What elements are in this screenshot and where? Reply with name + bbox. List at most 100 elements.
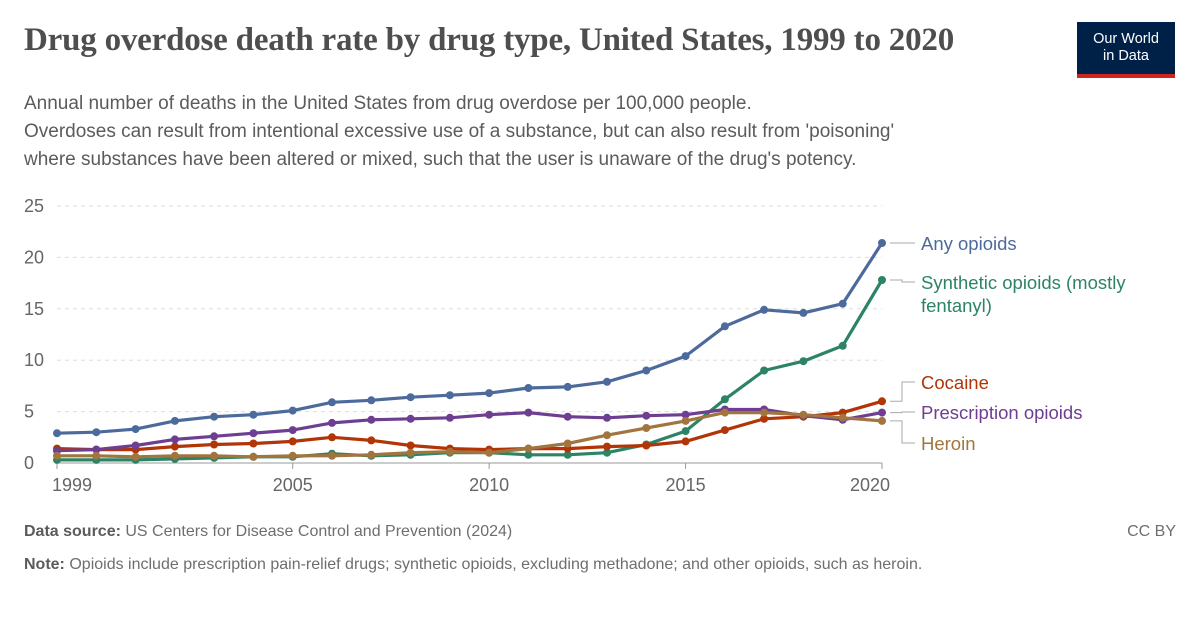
series-0-point-12[interactable] — [524, 384, 533, 392]
series-2-point-14[interactable] — [603, 442, 611, 451]
series-1-point-18[interactable] — [760, 366, 769, 375]
series-1-point-19[interactable] — [799, 357, 808, 366]
y-tick-label-2: 10 — [24, 350, 44, 370]
series-3-point-16[interactable] — [681, 410, 690, 419]
series-0-point-15[interactable] — [642, 366, 651, 375]
series-2-point-16[interactable] — [681, 437, 690, 446]
series-0-point-14[interactable] — [603, 377, 611, 386]
series-1-point-12[interactable] — [524, 450, 533, 459]
series-4-point-21[interactable] — [878, 416, 886, 425]
series-3-point-11[interactable] — [485, 410, 494, 419]
series-4-point-8[interactable] — [367, 450, 376, 459]
series-1-point-17[interactable] — [720, 395, 729, 404]
series-3-point-12[interactable] — [524, 408, 533, 417]
series-0-point-6[interactable] — [288, 406, 297, 415]
series-3-point-13[interactable] — [563, 412, 572, 421]
series-4-point-13[interactable] — [563, 439, 572, 448]
series-1-point-13[interactable] — [563, 450, 572, 459]
series-3-point-7[interactable] — [328, 418, 336, 427]
series-4-point-6[interactable] — [288, 451, 297, 460]
series-4-point-5[interactable] — [249, 452, 258, 461]
series-4-point-19[interactable] — [799, 410, 808, 419]
series-2-point-21[interactable] — [878, 397, 886, 406]
series-3-point-2[interactable] — [131, 441, 140, 450]
series-2-point-9[interactable] — [406, 441, 415, 450]
series-0-point-0[interactable] — [53, 429, 61, 438]
series-2-point-7[interactable] — [328, 433, 336, 442]
series-2-point-15[interactable] — [642, 441, 651, 450]
series-line-4[interactable] — [55, 411, 884, 459]
series-1-point-16[interactable] — [681, 427, 690, 436]
series-2-point-5[interactable] — [249, 439, 258, 448]
series-label-2-line-0[interactable]: Cocaine — [921, 372, 989, 393]
series-2-point-6[interactable] — [288, 437, 297, 446]
series-3-point-9[interactable] — [406, 414, 415, 423]
series-2-point-4[interactable] — [210, 440, 219, 449]
series-3-point-14[interactable] — [603, 413, 611, 422]
series-line-0[interactable] — [55, 241, 884, 435]
series-2-point-3[interactable] — [170, 442, 179, 451]
series-0-point-13[interactable] — [563, 382, 572, 391]
series-0-point-7[interactable] — [328, 398, 336, 407]
series-0-point-16[interactable] — [681, 352, 690, 361]
series-4-point-17[interactable] — [720, 408, 729, 417]
series-0-point-10[interactable] — [445, 391, 454, 400]
series-4-point-15[interactable] — [642, 424, 651, 432]
series-3-point-5[interactable] — [249, 429, 258, 438]
series-4-point-20[interactable] — [838, 413, 847, 422]
series-0-point-11[interactable] — [485, 389, 494, 398]
series-3-point-21[interactable] — [878, 408, 886, 417]
series-4-point-11[interactable] — [485, 448, 494, 457]
data-source-text[interactable]: US Centers for Disease Control and Preve… — [125, 523, 513, 540]
series-1-point-20[interactable] — [838, 341, 847, 350]
series-4-point-12[interactable] — [524, 444, 533, 453]
series-3-point-10[interactable] — [445, 413, 454, 422]
series-label-0-line-0[interactable]: Any opioids — [921, 233, 1017, 254]
series-2-point-8[interactable] — [367, 436, 376, 445]
axes: 0 5 10 15 20 25 1999 2005 2010 2015 2020 — [24, 196, 890, 495]
series-0-point-18[interactable] — [760, 305, 769, 314]
series-line-1[interactable] — [55, 278, 884, 462]
series-4-point-18[interactable] — [760, 408, 769, 417]
series-4-point-9[interactable] — [406, 448, 415, 457]
series-0-point-20[interactable] — [838, 299, 847, 308]
series-4-point-14[interactable] — [603, 431, 611, 440]
series-3-point-15[interactable] — [642, 411, 651, 420]
series-4-point-16[interactable] — [681, 416, 690, 425]
series-label-4-line-0[interactable]: Heroin — [921, 433, 976, 454]
series-3-point-6[interactable] — [288, 426, 297, 435]
owid-logo[interactable]: Our World in Data — [1077, 22, 1175, 78]
series-2-point-18[interactable] — [760, 414, 769, 423]
series-3-point-1[interactable] — [92, 445, 101, 454]
series-0-point-3[interactable] — [170, 416, 179, 425]
series-3-point-3[interactable] — [170, 435, 179, 444]
series-3-point-4[interactable] — [210, 432, 219, 441]
series-4-point-7[interactable] — [328, 451, 336, 460]
series-1-point-21[interactable] — [878, 276, 886, 284]
series-0-point-21[interactable] — [878, 239, 886, 247]
series-0-point-17[interactable] — [720, 322, 729, 331]
series-4-point-0[interactable] — [53, 451, 61, 460]
series-0-point-1[interactable] — [92, 428, 101, 437]
series-4-point-2[interactable] — [131, 452, 140, 461]
series-labels: Any opioids Synthetic opioids (mostlyfent… — [890, 233, 1126, 454]
series-label-1-line-1[interactable]: fentanyl) — [921, 295, 992, 316]
series-line-2[interactable] — [55, 399, 884, 452]
series-0-point-2[interactable] — [131, 425, 140, 434]
license-link[interactable]: CC BY — [1127, 523, 1176, 540]
series-3-point-8[interactable] — [367, 415, 376, 424]
series-0-point-5[interactable] — [249, 410, 258, 419]
series-4-point-4[interactable] — [210, 451, 219, 460]
series-4-point-10[interactable] — [445, 447, 454, 456]
series-0-point-4[interactable] — [210, 412, 219, 421]
series-label-3-line-0[interactable]: Prescription opioids — [921, 402, 1082, 423]
series-0-point-9[interactable] — [406, 393, 415, 402]
series-line-3[interactable] — [55, 407, 884, 453]
series-0-point-19[interactable] — [799, 308, 808, 317]
series-0-point-8[interactable] — [367, 396, 376, 405]
series-2-point-17[interactable] — [720, 426, 729, 435]
series-1-point-14[interactable] — [603, 448, 611, 457]
series-4-point-3[interactable] — [170, 451, 179, 460]
series-4-point-1[interactable] — [92, 451, 101, 460]
series-label-1-line-0[interactable]: Synthetic opioids (mostly — [921, 272, 1126, 293]
